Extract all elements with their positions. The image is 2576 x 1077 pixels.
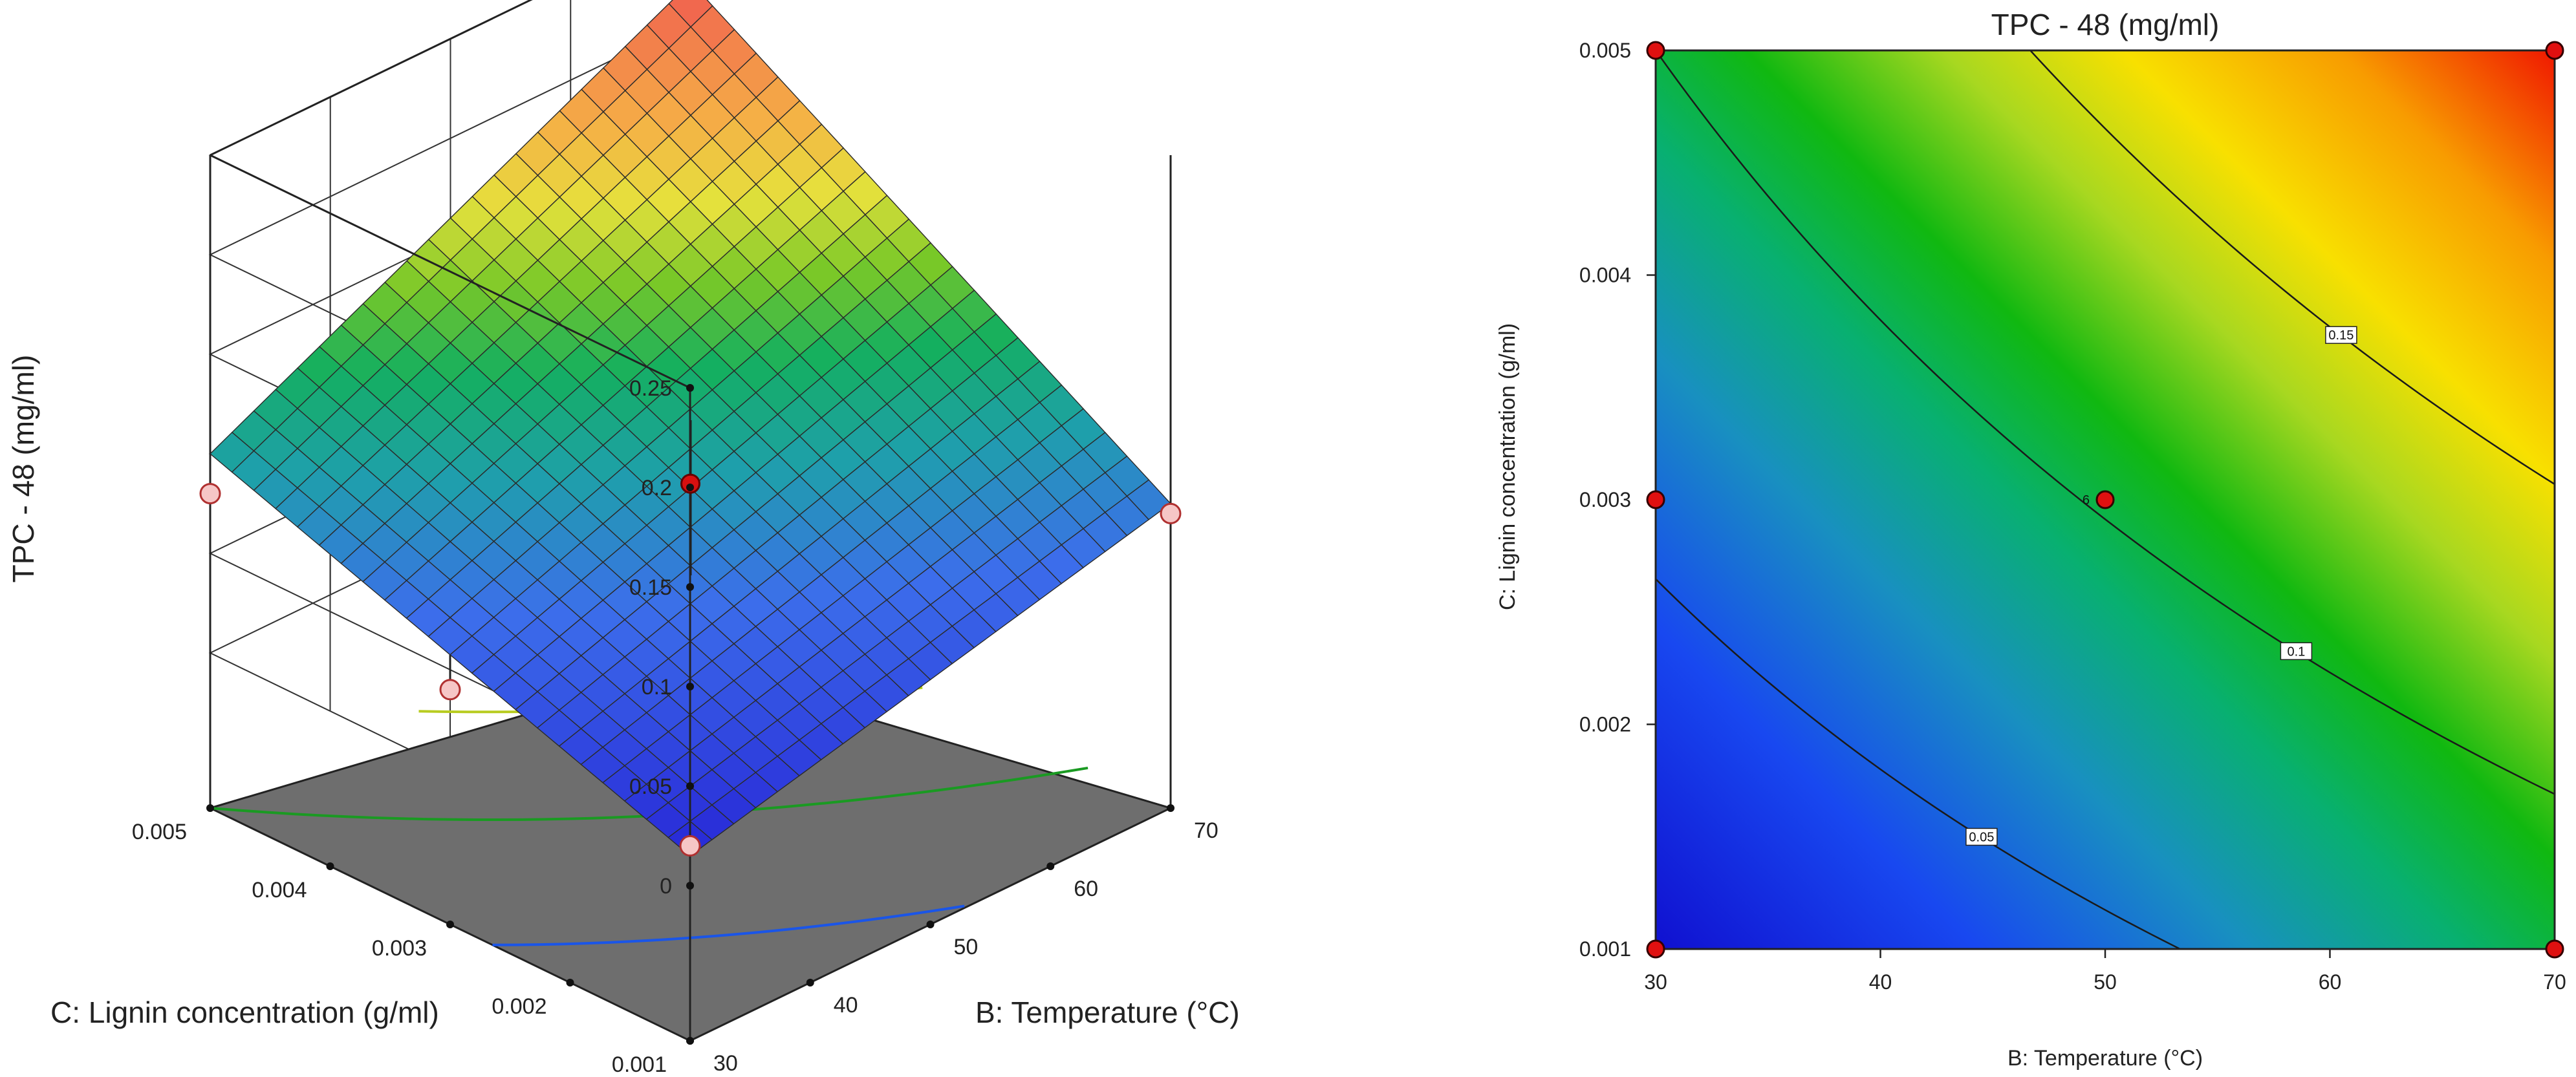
contour-y-tick-label: 0.004 — [1579, 264, 1631, 287]
surface-design-points — [199, 473, 1182, 857]
z-tick-mark — [686, 683, 694, 690]
x-tick-label: 50 — [954, 935, 979, 959]
surface-plot: 0 0.05 0.1 0.15 0.2 0.25 30 40 50 60 70 0.001 0.002 0… — [6, 0, 1240, 1077]
z-tick-mark — [686, 384, 694, 392]
z-tick-mark — [686, 583, 694, 591]
x-tick-label: 70 — [1194, 818, 1218, 843]
contour-design-point — [1646, 490, 1665, 509]
contour-label-box — [1965, 827, 1998, 846]
contour-axis-ticks: 30 40 50 60 70 0.001 0.002 0.003 0.004 0.005 — [1579, 39, 2566, 994]
contour-lines: 0.05 0.1 0.15 — [1656, 50, 2555, 949]
design-point — [1160, 502, 1182, 524]
z-tick-label: 0.15 — [629, 575, 672, 600]
contour-plot: 0.05 0.1 0.15 30 40 50 60 70 0.001 0.002 0.003 0.0… — [1495, 8, 2566, 1071]
design-point — [679, 835, 701, 857]
contour-label-text: 0.1 — [2287, 645, 2305, 659]
z-tick-label: 0.25 — [629, 376, 672, 401]
floor-contour-0.05 — [492, 904, 965, 946]
design-point-count: 6 — [2083, 493, 2090, 507]
y-tick-mark — [326, 862, 334, 870]
surface-z-axis-label: TPC - 48 (mg/ml) — [6, 355, 40, 583]
x-tick-label: 30 — [713, 1051, 738, 1076]
contour-x-tick-label: 50 — [2094, 970, 2117, 994]
z-tick-mark — [686, 782, 694, 790]
y-tick-mark — [686, 1037, 694, 1045]
contour-y-tick-label: 0.001 — [1579, 937, 1631, 961]
contour-level-label: 0.05 — [1965, 827, 1998, 846]
response-surface — [209, 0, 1172, 857]
x-tick-label: 40 — [834, 993, 858, 1018]
y-tick-label: 0.003 — [372, 936, 427, 961]
design-point — [199, 483, 221, 505]
contour-x-tick-label: 40 — [1869, 970, 1892, 994]
z-tick-label: 0.05 — [629, 774, 672, 799]
contour-x-tick-label: 60 — [2319, 970, 2342, 994]
contour-y-axis-label: C: Lignin concentration (g/ml) — [1495, 323, 1520, 610]
contour-x-axis-label: B: Temperature (°C) — [2008, 1046, 2203, 1071]
box-edge — [210, 154, 691, 389]
contour-y-tick-label: 0.002 — [1579, 713, 1631, 736]
surface-y-axis-label: C: Lignin concentration (g/ml) — [50, 996, 439, 1029]
contour-line — [1656, 50, 2555, 795]
y-tick-label: 0.001 — [612, 1052, 667, 1077]
contour-label-text: 0.15 — [2328, 328, 2354, 343]
contour-x-tick-label: 70 — [2543, 970, 2566, 994]
surface-x-axis-label: B: Temperature (°C) — [975, 996, 1240, 1029]
contour-label-text: 0.05 — [1969, 830, 1994, 844]
x-tick-mark — [1167, 804, 1174, 812]
surface-axis-ticks: 0 0.05 0.1 0.15 0.2 0.25 30 40 50 60 70 0.001 0.002 0… — [132, 376, 1218, 1077]
contour-y-tick-label: 0.005 — [1579, 39, 1631, 62]
contour-x-tick-label: 30 — [1644, 970, 1667, 994]
contour-line — [2029, 50, 2555, 485]
contour-design-point — [2545, 41, 2564, 60]
contour-level-label: 0.1 — [2280, 642, 2313, 661]
contour-design-point — [2545, 939, 2564, 959]
contour-design-point — [2095, 490, 2115, 509]
y-tick-mark — [206, 804, 214, 812]
contour-title: TPC - 48 (mg/ml) — [1991, 8, 2220, 41]
y-tick-mark — [566, 979, 574, 986]
x-tick-mark — [806, 979, 814, 986]
contour-line — [1656, 578, 2182, 949]
y-tick-label: 0.005 — [132, 820, 187, 844]
z-tick-mark — [686, 484, 694, 491]
box-edge — [210, 0, 533, 156]
contour-design-points: 6 — [1646, 41, 2564, 959]
y-tick-mark — [446, 921, 454, 928]
contour-design-point — [1646, 939, 1665, 959]
z-tick-mark — [686, 882, 694, 890]
contour-label-box — [2325, 326, 2357, 344]
z-tick-label: 0.2 — [642, 476, 672, 500]
contour-level-label: 0.15 — [2325, 326, 2357, 344]
contour-design-point — [1646, 41, 1665, 60]
z-tick-label: 0 — [660, 874, 672, 899]
contour-y-tick-label: 0.003 — [1579, 488, 1631, 511]
y-tick-label: 0.004 — [252, 878, 307, 902]
z-tick-label: 0.1 — [642, 675, 672, 699]
x-tick-mark — [1046, 862, 1055, 870]
x-tick-label: 60 — [1074, 877, 1098, 901]
x-tick-mark — [926, 921, 935, 928]
box-edges — [209, 0, 1172, 1041]
y-tick-label: 0.002 — [492, 994, 547, 1019]
contour-label-box — [2280, 642, 2313, 661]
design-point — [439, 679, 461, 701]
